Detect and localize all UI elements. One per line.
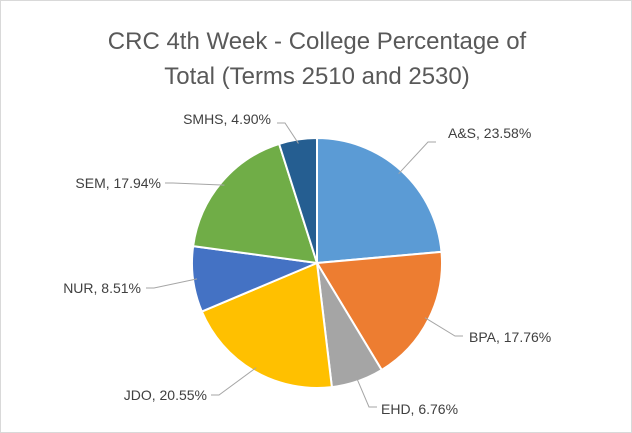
leader-line: [398, 141, 436, 175]
pie-slice-jdo: [200, 261, 333, 389]
data-label: SEM, 17.94%: [75, 175, 161, 191]
pie-slice-sem: [192, 142, 319, 265]
leader-line: [211, 367, 257, 396]
data-label: SMHS, 4.90%: [183, 111, 271, 127]
leader-line: [277, 122, 299, 144]
pie-slice-as: [316, 136, 443, 265]
data-label: JDO, 20.55%: [124, 387, 207, 403]
leader-line: [165, 182, 225, 186]
chart-title-line-1: CRC 4th Week - College Percentage of: [108, 28, 527, 55]
pie-slice-smhs: [277, 136, 318, 264]
leader-line: [355, 377, 377, 408]
leader-line: [146, 278, 198, 289]
data-label: A&S, 23.58%: [448, 125, 531, 141]
data-label: EHD, 6.76%: [381, 401, 458, 417]
data-label: NUR, 8.51%: [63, 280, 141, 296]
leader-line: [424, 317, 463, 337]
chart-title-line-2: Total (Terms 2510 and 2530): [164, 63, 470, 90]
data-label: BPA, 17.76%: [469, 329, 551, 345]
